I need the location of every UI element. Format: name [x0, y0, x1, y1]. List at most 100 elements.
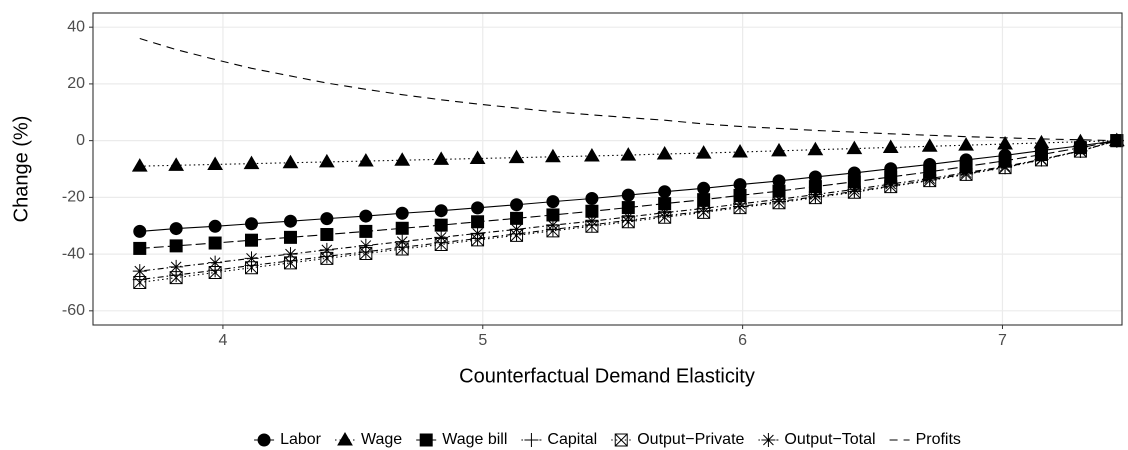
point	[169, 271, 183, 285]
point	[433, 151, 450, 165]
point	[772, 192, 786, 207]
point	[169, 239, 183, 253]
x-axis-title: Counterfactual Demand Elasticity	[459, 365, 755, 387]
point	[434, 237, 448, 251]
point	[320, 228, 334, 242]
point	[921, 138, 938, 152]
point	[732, 143, 748, 158]
point	[243, 155, 260, 170]
point	[733, 178, 747, 192]
point	[282, 154, 299, 169]
legend-key-marker	[337, 432, 353, 446]
series-line	[139, 140, 1117, 167]
point	[318, 153, 335, 168]
y-tick-label: -60	[62, 302, 85, 319]
y-tick-label: -20	[62, 189, 85, 206]
point	[207, 156, 223, 170]
point	[697, 181, 711, 195]
point	[469, 150, 486, 165]
point	[208, 236, 222, 250]
point	[584, 214, 599, 229]
point	[959, 165, 974, 180]
point	[395, 221, 409, 235]
point	[319, 242, 334, 257]
y-tick-label: 0	[76, 132, 85, 149]
legend-key-marker	[614, 433, 628, 447]
series-line	[139, 38, 1117, 142]
point	[509, 222, 524, 237]
x-tick-label: 6	[738, 332, 747, 349]
legend-key-marker	[761, 433, 776, 447]
point	[621, 188, 635, 202]
point	[169, 259, 184, 274]
point	[882, 139, 899, 153]
point	[283, 214, 297, 228]
point	[657, 205, 672, 220]
point	[245, 233, 259, 247]
x-tick-label: 5	[478, 332, 487, 349]
point	[359, 224, 373, 238]
point	[208, 266, 222, 280]
point	[358, 238, 373, 253]
y-tick-label: 40	[67, 18, 85, 35]
point	[245, 261, 259, 275]
legend-label: Labor	[280, 431, 322, 448]
point	[320, 212, 334, 226]
point	[471, 201, 485, 215]
point	[434, 218, 448, 232]
point	[132, 264, 147, 279]
point	[434, 230, 449, 245]
point	[695, 145, 712, 159]
point	[359, 209, 373, 223]
point	[771, 142, 787, 157]
point	[283, 256, 297, 270]
point	[585, 191, 599, 205]
point	[997, 136, 1013, 150]
point	[357, 153, 374, 167]
y-axis-title: Change (%)	[10, 116, 32, 223]
point	[545, 218, 560, 233]
point	[208, 219, 222, 233]
point	[245, 217, 259, 231]
legend-key-marker	[419, 433, 433, 447]
point	[434, 204, 448, 218]
point	[208, 255, 223, 270]
point	[883, 177, 898, 192]
point	[584, 147, 600, 162]
point	[395, 234, 410, 249]
point	[508, 149, 525, 164]
point	[283, 247, 298, 262]
legend-label: Output−Private	[637, 431, 744, 448]
point	[169, 222, 183, 236]
point	[133, 241, 147, 255]
y-tick-label: -40	[62, 245, 85, 262]
point	[133, 275, 147, 289]
point	[1073, 143, 1088, 158]
point	[546, 195, 560, 209]
legend-key-marker	[257, 433, 271, 447]
y-tick-label: 20	[67, 75, 85, 92]
point	[696, 201, 711, 216]
point	[807, 141, 824, 156]
point	[471, 215, 485, 229]
point	[1034, 152, 1049, 167]
legend-label: Wage	[361, 431, 402, 448]
legend-label: Output−Total	[784, 431, 875, 448]
legend-label: Wage bill	[442, 431, 507, 448]
x-tick-label: 4	[218, 332, 227, 349]
point	[394, 152, 411, 166]
point	[244, 251, 259, 266]
point	[658, 185, 672, 199]
point	[545, 148, 561, 163]
point	[847, 182, 862, 197]
point	[283, 230, 297, 244]
legend-label: Profits	[916, 431, 961, 448]
point	[733, 196, 748, 211]
x-tick-label: 7	[998, 332, 1007, 349]
plot-frame	[92, 12, 1123, 326]
point	[510, 198, 524, 212]
point	[922, 171, 937, 186]
point	[846, 140, 863, 155]
point	[470, 226, 485, 241]
